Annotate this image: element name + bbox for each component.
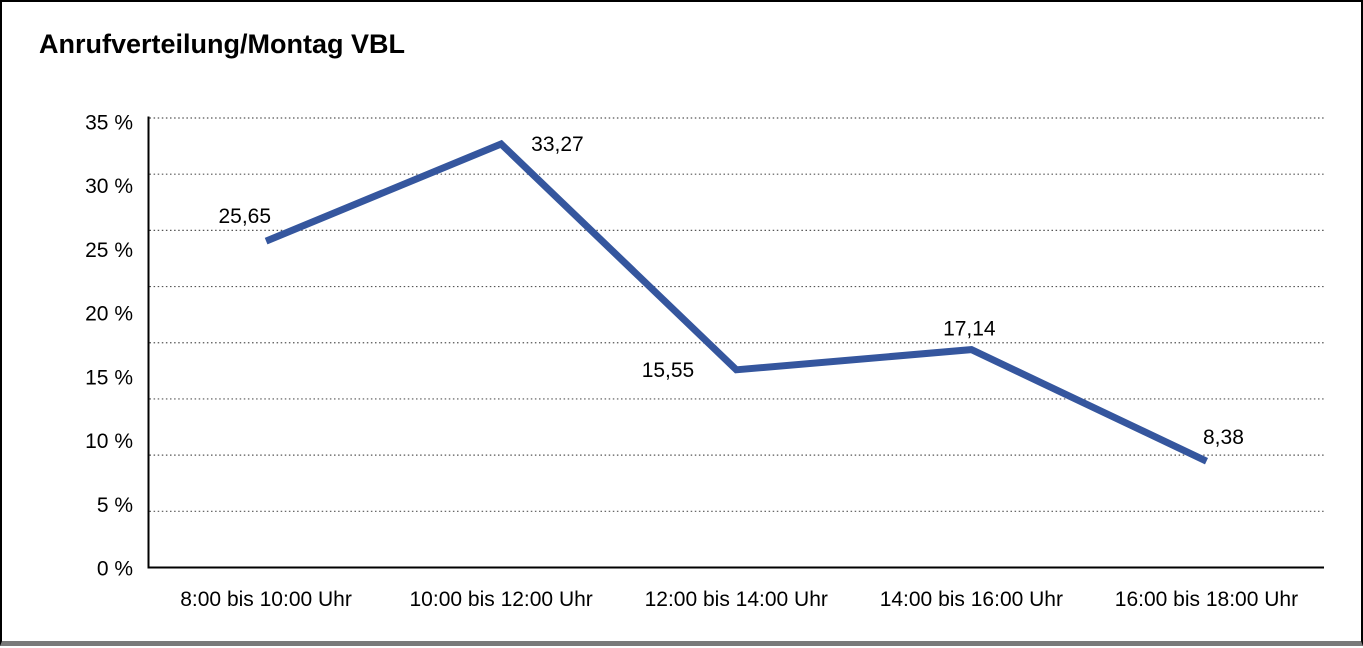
y-tick-label: 35 % (85, 112, 133, 135)
value-label: 17,14 (943, 318, 996, 341)
chart-title: Anrufverteilung/Montag VBL (39, 29, 405, 59)
x-tick-label: 8:00 bis 10:00 Uhr (180, 588, 352, 611)
y-tick-label: 30 % (85, 175, 133, 198)
x-tick-label: 16:00 bis 18:00 Uhr (1115, 588, 1298, 611)
y-tick-label: 0 % (97, 558, 133, 581)
value-label: 33,27 (531, 133, 584, 156)
y-tick-label: 5 % (97, 494, 133, 517)
value-label: 15,55 (642, 359, 695, 382)
y-tick-label: 10 % (85, 430, 133, 453)
series-line (264, 139, 1209, 465)
y-tick-label: 20 % (85, 303, 133, 326)
value-label: 8,38 (1203, 426, 1244, 449)
x-tick-label: 14:00 bis 16:00 Uhr (880, 588, 1063, 611)
value-label: 25,65 (218, 205, 271, 228)
y-tick-label: 15 % (85, 366, 133, 389)
x-tick-label: 10:00 bis 12:00 Uhr (410, 588, 593, 611)
x-tick-label: 12:00 bis 14:00 Uhr (645, 588, 828, 611)
y-tick-label: 25 % (85, 239, 133, 262)
